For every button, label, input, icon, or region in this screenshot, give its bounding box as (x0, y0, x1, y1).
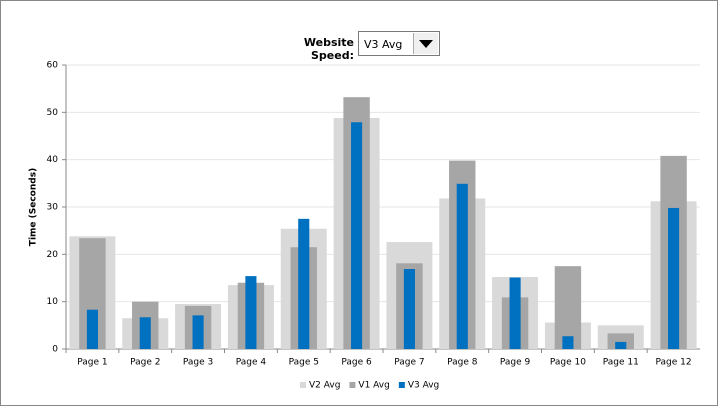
selector-label: Website Speed: (303, 36, 354, 62)
bar (298, 218, 310, 349)
x-tick-label: Page 5 (289, 358, 319, 368)
bar (403, 269, 415, 349)
y-axis-title: Time (Seconds) (29, 168, 39, 246)
legend-swatch (398, 382, 405, 388)
bar (245, 276, 257, 349)
bar (456, 183, 468, 349)
y-tick-label: 50 (47, 108, 59, 118)
x-tick-label: Page 12 (656, 358, 692, 368)
x-tick-label: Page 7 (394, 358, 424, 368)
bar (86, 309, 98, 349)
bar (351, 122, 363, 349)
y-tick-label: 40 (47, 155, 59, 165)
y-tick-label: 0 (52, 345, 58, 355)
x-tick-label: Page 6 (341, 358, 372, 368)
dropdown-value: V3 Avg (364, 38, 403, 51)
x-tick-label: Page 8 (447, 358, 478, 368)
x-tick-label: Page 11 (603, 358, 639, 368)
bar (562, 336, 574, 349)
x-tick-label: Page 10 (550, 358, 586, 368)
dropdown-button[interactable] (413, 33, 438, 54)
legend-label: V3 Avg (408, 381, 439, 391)
x-tick-label: Page 1 (77, 358, 107, 368)
bar (668, 207, 680, 349)
x-tick-label: Page 9 (500, 358, 531, 368)
y-tick-label: 30 (47, 203, 59, 213)
bar (615, 341, 627, 349)
legend-swatch (349, 382, 356, 388)
bar (607, 333, 634, 349)
y-tick-label: 60 (47, 61, 59, 71)
y-tick-label: 20 (47, 250, 59, 260)
bar (139, 317, 151, 349)
bar (509, 277, 521, 349)
legend-swatch (300, 382, 306, 388)
dropdown[interactable]: V3 Avg (358, 31, 440, 56)
x-tick-label: Page 4 (236, 358, 267, 368)
bar (192, 315, 204, 349)
legend-label: V2 Avg (309, 381, 340, 391)
x-tick-label: Page 3 (183, 358, 213, 368)
bar (554, 266, 582, 349)
legend-label: V1 Avg (358, 381, 389, 391)
x-tick-label: Page 2 (130, 358, 160, 368)
y-tick-label: 10 (47, 297, 59, 307)
